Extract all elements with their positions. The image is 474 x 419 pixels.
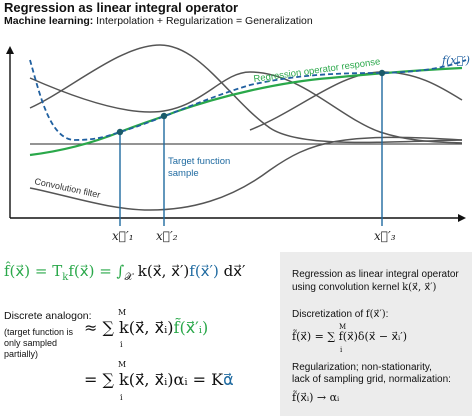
sample-point-2 xyxy=(160,112,168,120)
diagram-plot: f(x⃗′) Regression operator response Targ… xyxy=(6,44,470,243)
sum1-bottom: i xyxy=(120,340,123,349)
subtitle-rest: Interpolation + Regularization = General… xyxy=(93,15,313,27)
disc-label-math: f(x⃗′) xyxy=(365,309,386,320)
disc-sum-top: M xyxy=(339,323,347,331)
tick-label-x1: x⃗′₁ xyxy=(112,229,134,243)
tick-label-x3: x⃗′₃ xyxy=(374,229,396,243)
box-line-1: Regression as linear integral operator xyxy=(292,269,459,280)
reg-equation: f̃(x⃗ᵢ) → αᵢ xyxy=(292,391,340,404)
eq1-sub: k xyxy=(62,272,69,283)
x-axis-arrow-icon xyxy=(458,214,466,222)
eq1-target: f(x⃗′) xyxy=(189,262,219,280)
disc-sum-bottom: i xyxy=(340,346,343,354)
regression-label: Regression operator response xyxy=(253,56,381,85)
target-curve-label: f(x⃗′) xyxy=(441,54,470,67)
subtitle-bold: Machine learning: xyxy=(4,15,94,27)
reg-line-2: lack of sampling grid, normalization: xyxy=(292,374,451,385)
eq1-kernel: k(x⃗, x⃗′) xyxy=(137,262,190,280)
sum2-top: M xyxy=(118,360,127,369)
reg-line-1: Regularization; non-stationarity, xyxy=(292,362,432,373)
note-line-2: only sampled xyxy=(4,338,58,348)
tick-label-x2: x⃗′₂ xyxy=(156,229,178,243)
eq1-lhs: f̂(x⃗) = T xyxy=(4,262,63,280)
note-block: (target function is only sampled partial… xyxy=(4,327,73,360)
disc-label: Discretization of f(x⃗′): xyxy=(292,309,389,320)
box-line-2-text: using convolution kernel xyxy=(292,282,400,293)
sample-point-3 xyxy=(378,69,386,77)
page-subtitle: Machine learning: Interpolation + Regula… xyxy=(4,15,313,27)
disc-equation: f̃(x⃗) = ∑ f(x⃗)δ(x⃗ − x⃗ᵢ′) xyxy=(292,331,407,343)
equation-discrete: ≈ ∑ k(x⃗, x⃗ᵢ)f̃(x⃗′ᵢ) xyxy=(84,318,208,337)
eq1-diff: dx⃗′ xyxy=(218,262,246,280)
target-sample-label-2: sample xyxy=(168,168,199,179)
equation-continuous: f̂(x⃗) = Tkf(x⃗) = ∫𝒳 k(x⃗, x⃗′)f(x⃗′) d… xyxy=(4,262,245,283)
box-line-2: using convolution kernel k(x⃗, x⃗′) xyxy=(292,282,436,294)
disc-eq-rhs: f(x⃗)δ(x⃗ − x⃗ᵢ′) xyxy=(338,330,408,343)
gray-curve-upper xyxy=(29,71,463,144)
eq3-op: = ∑ xyxy=(84,370,114,389)
equation-weights: = ∑ k(x⃗, x⃗ᵢ)αᵢ = Kα⃗ xyxy=(84,370,234,389)
sum1-top: M xyxy=(118,308,127,317)
y-axis-arrow-icon xyxy=(6,46,14,54)
eq2-sample: f̃(x⃗′ᵢ) xyxy=(173,318,209,337)
eq2-op: ≈ ∑ xyxy=(84,318,114,337)
page-title: Regression as linear integral operator xyxy=(4,0,239,15)
gray-curve-middle xyxy=(29,44,463,144)
box-line-2-math: k(x⃗, x⃗′) xyxy=(402,282,437,293)
eq1-mid: f(x⃗) = ∫ xyxy=(68,262,125,280)
sample-point-1 xyxy=(116,128,124,136)
note-line-3: partially) xyxy=(4,349,39,359)
disc-label-text: Discretization of xyxy=(292,309,364,320)
convolution-filter-curve xyxy=(29,136,463,211)
target-sample-label-1: Target function xyxy=(168,156,230,167)
discrete-label: Discrete analogon: xyxy=(4,310,92,322)
explanation-box: Regression as linear integral operator u… xyxy=(280,252,472,416)
disc-eq-lhs: f̃(x⃗) = ∑ xyxy=(292,330,336,343)
eq2-kernel: k(x⃗, x⃗ᵢ) xyxy=(119,318,174,337)
sum2-bottom: i xyxy=(120,393,123,402)
eq3-alpha: α⃗ xyxy=(223,370,234,389)
note-line-1: (target function is xyxy=(4,327,74,337)
eq1-int-sub: 𝒳 xyxy=(124,272,133,283)
target-function-curve xyxy=(29,59,467,141)
eq3-kernel: k(x⃗, x⃗ᵢ)αᵢ = K xyxy=(119,370,224,389)
